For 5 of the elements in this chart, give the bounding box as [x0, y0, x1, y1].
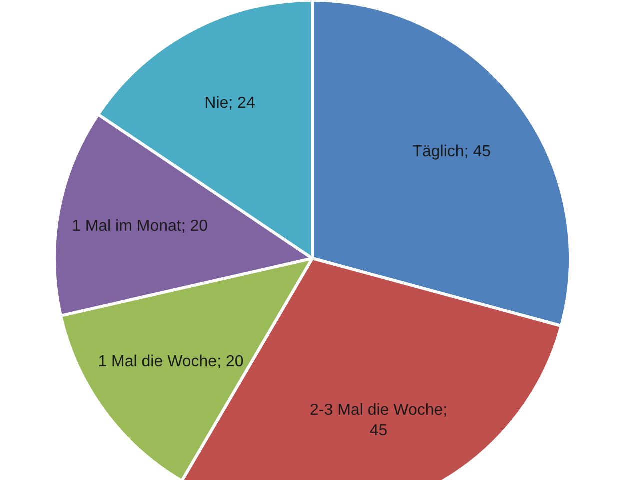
slice-label: Nie; 24 [204, 95, 256, 112]
slice-label: 1 Mal im Monat; 20 [72, 218, 208, 235]
slice-label: Täglich; 45 [412, 143, 492, 160]
slice-label: 1 Mal die Woche; 20 [98, 354, 244, 371]
slice-label: 2-3 Mal die Woche; 45 [310, 402, 448, 440]
